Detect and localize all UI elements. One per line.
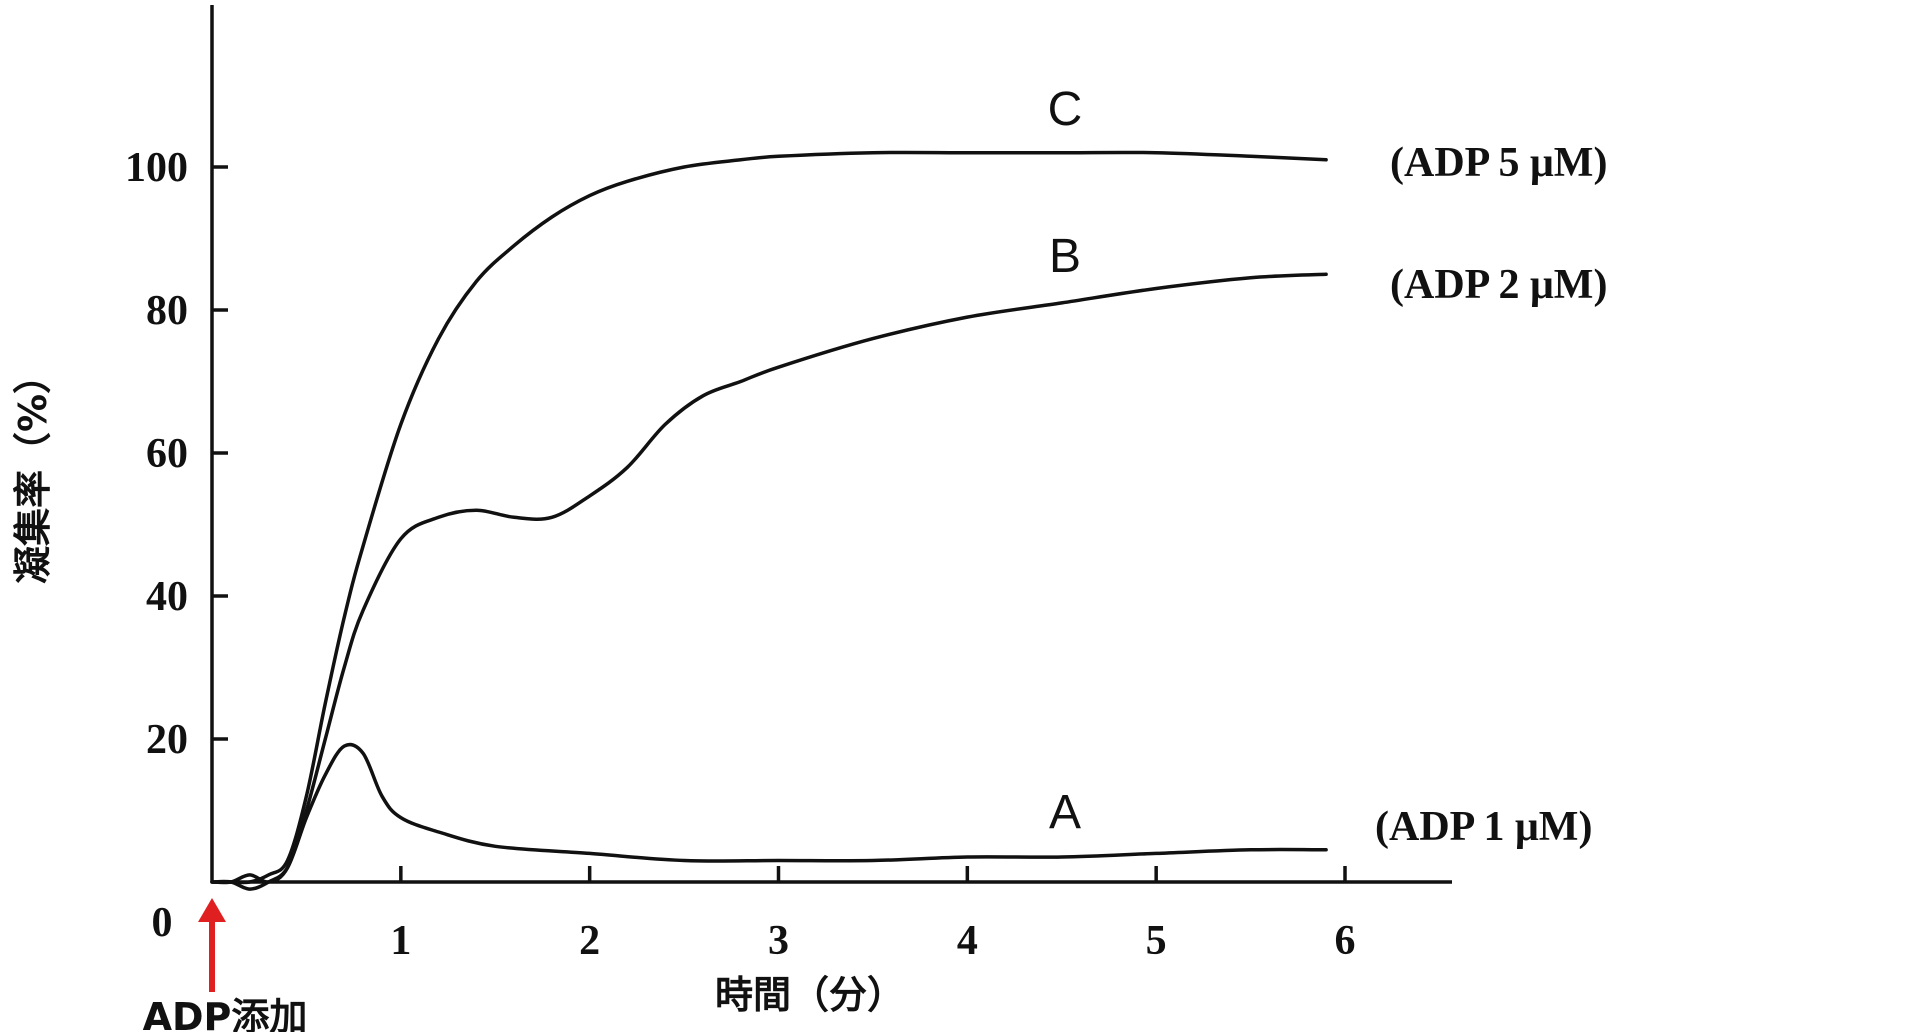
series-line-c — [210, 150, 1328, 885]
series-note-a: (ADP 1 μM) — [1375, 804, 1592, 850]
series-note-b: (ADP 2 μM) — [1390, 262, 1607, 308]
series-label-a: A — [1049, 786, 1081, 839]
adp-marker-label: ADP添加 — [143, 995, 308, 1032]
series-line-b — [210, 272, 1328, 885]
series-labels: A (ADP 1 μM) B (ADP 2 μM) C (ADP 5 μM) — [1048, 83, 1608, 850]
y-tick-label: 20 — [146, 717, 188, 763]
series-note-c: (ADP 5 μM) — [1390, 140, 1607, 186]
y-tick-label: 100 — [125, 145, 188, 191]
origin-label: 0 — [152, 900, 173, 946]
y-axis-title: 凝集率（%） — [11, 356, 55, 584]
x-tick-label: 3 — [768, 918, 789, 964]
adp-marker: ADP添加 — [143, 898, 308, 1032]
series-curves — [210, 150, 1328, 891]
series-label-b: B — [1049, 230, 1081, 283]
x-tick-label: 2 — [579, 918, 600, 964]
y-tick-label: 40 — [146, 574, 188, 620]
axes — [210, 5, 1452, 884]
series-line-a — [210, 742, 1328, 891]
y-tick-label: 80 — [146, 288, 188, 334]
x-tick-label: 4 — [957, 918, 978, 964]
x-tick-label: 5 — [1146, 918, 1167, 964]
x-tick-label: 6 — [1335, 918, 1356, 964]
x-axis-title: 時間（分） — [715, 973, 905, 1017]
y-tick-label: 60 — [146, 431, 188, 477]
x-tick-label: 1 — [390, 918, 411, 964]
up-arrow-icon — [198, 898, 226, 992]
series-label-c: C — [1048, 83, 1083, 136]
ticks: 20 40 60 80 100 1 2 3 4 5 6 — [125, 145, 1356, 964]
